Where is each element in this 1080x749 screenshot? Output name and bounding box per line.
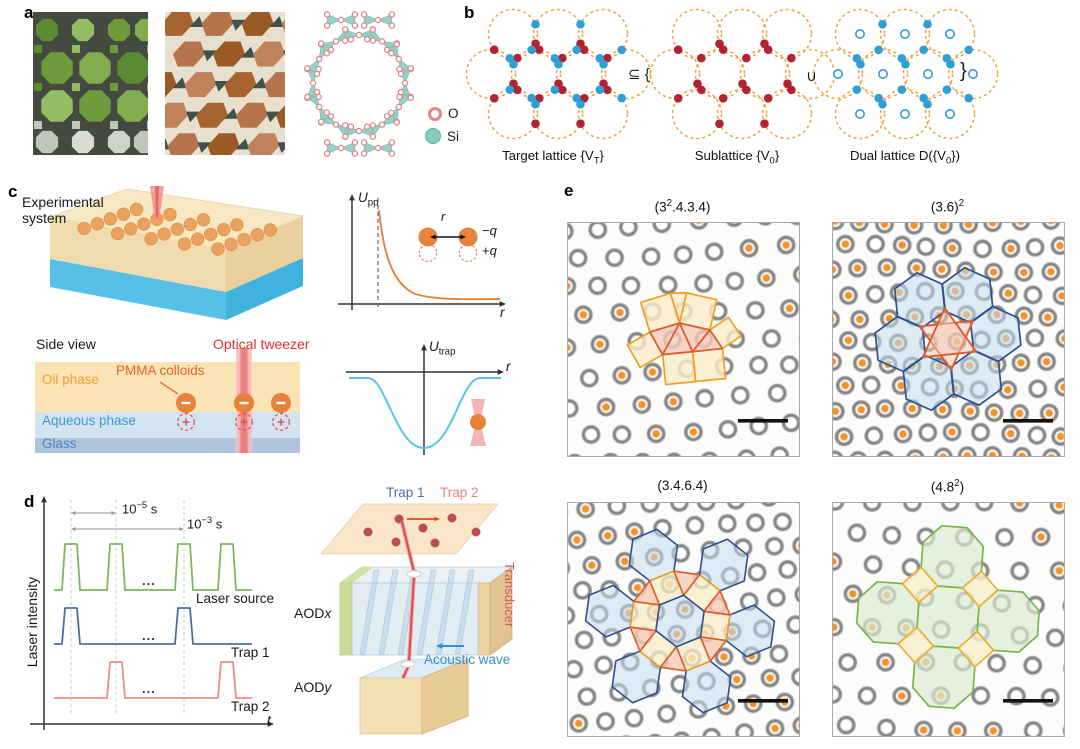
panel-a-label: a (24, 3, 34, 22)
tiling-title-2: (3.6)2 (930, 198, 965, 215)
r-axis-label-2: r (506, 359, 511, 374)
upp-axis-label: Upp (358, 190, 379, 209)
lattice-diagrams (465, 8, 999, 140)
tiling-overlay-kagome (874, 266, 1022, 412)
micrograph-rhombitrihexagonal (567, 502, 800, 737)
oxygen-icon (428, 106, 442, 121)
ellipsis-green: ... (142, 573, 156, 588)
time-axis-label: t (267, 712, 271, 728)
r-axis-label-1: r (500, 305, 505, 320)
legend-oxygen: O (428, 106, 459, 121)
tiling-title-3: (3.4.6.4) (657, 478, 708, 493)
tiled-floor-photo (165, 12, 285, 155)
optical-tweezer-label: Optical tweezer (213, 336, 310, 352)
ellipsis-red: ... (142, 681, 156, 696)
tiling-title-4: (4.82) (930, 478, 965, 495)
aody-label: AODy (294, 679, 332, 695)
silicon-label: Si (447, 128, 460, 144)
side-view-label: Side view (36, 336, 96, 352)
window-lattice-photo (33, 12, 148, 155)
micrograph-truncated-square (832, 502, 1065, 737)
zeolite-structure-diagram (296, 8, 422, 158)
panel-b-label: b (464, 3, 475, 22)
plus-q-label: +q (482, 243, 497, 258)
utrap-axis-label: Utrap (429, 339, 456, 358)
scale-bar (738, 419, 788, 423)
lattice-diagram-2 (812, 8, 999, 140)
laser-intensity-axis-label: Laser intensity (23, 576, 40, 668)
micrograph-snub-square (567, 222, 800, 457)
r-separation-label: r (441, 209, 446, 224)
subset-symbol: ⊆ { (628, 66, 650, 83)
transducer-label: Transducer (502, 562, 517, 628)
tiling-title-1: (32.4.3.4) (654, 198, 711, 215)
silicon-icon (425, 128, 441, 144)
trap2-aod-label: Trap 2 (440, 485, 479, 500)
panel-c-label: c (8, 182, 18, 201)
tiling-overlay-truncated-square (855, 524, 1041, 710)
close-brace-symbol: } (960, 60, 967, 82)
scale-bar (1003, 699, 1053, 703)
laser-timing-and-aod-diagram (30, 496, 513, 735)
lattice-diagram-0 (465, 8, 652, 140)
acoustic-wave-label: Acoustic wave (424, 652, 511, 667)
union-symbol: ∪ (806, 68, 817, 85)
trap1-row-label: Trap 1 (231, 645, 270, 660)
legend-silicon: Si (425, 128, 459, 144)
tiling-overlay-rhombitrihexagonal (584, 528, 776, 714)
particle-field (568, 223, 799, 456)
pmma-colloids-label: PMMA colloids (116, 363, 205, 378)
glass-label: Glass (42, 436, 77, 451)
interval-long-label: 10−3 s (187, 515, 223, 532)
caption-target-lattice: Target lattice {VT} (502, 148, 604, 167)
aodx-label: AODx (294, 605, 332, 621)
minus-q-label: −q (482, 223, 497, 238)
oxygen-label: O (448, 106, 459, 121)
panel-e-label: e (564, 181, 574, 200)
experimental-system-title: Experimental system (22, 194, 104, 227)
laser-source-label: Laser source (196, 591, 275, 606)
panel-d-label: d (24, 492, 35, 511)
caption-dual-lattice: Dual lattice D({V0}) (849, 148, 961, 167)
ellipsis-blue: ... (142, 628, 156, 643)
interval-short-label: 10−5 s (122, 500, 158, 517)
experimental-system-diagram (35, 186, 506, 455)
caption-sublattice: Sublattice {V0} (694, 148, 780, 167)
tiling-overlay-snub-square (626, 291, 742, 386)
trap1-aod-label: Trap 1 (386, 485, 425, 500)
scale-bar (738, 699, 788, 703)
scale-bar (1003, 419, 1053, 423)
lattice-diagram-1 (649, 8, 836, 140)
micrograph-kagome (832, 222, 1065, 457)
aqueous-phase-label: Aqueous phase (42, 413, 136, 428)
oil-phase-label: Oil phase (42, 372, 100, 387)
trap2-row-label: Trap 2 (231, 699, 270, 714)
